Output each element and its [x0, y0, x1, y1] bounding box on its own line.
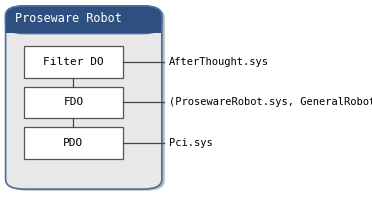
Text: PDO: PDO — [63, 138, 84, 148]
FancyBboxPatch shape — [9, 7, 165, 191]
Bar — [6, 20, 161, 33]
Bar — [24, 46, 123, 78]
Text: Pci.sys: Pci.sys — [169, 138, 213, 148]
Bar — [24, 127, 123, 159]
Text: Filter DO: Filter DO — [43, 57, 104, 67]
Text: FDO: FDO — [63, 98, 84, 107]
FancyBboxPatch shape — [6, 6, 162, 33]
Bar — [24, 87, 123, 118]
FancyBboxPatch shape — [6, 6, 162, 189]
Text: AfterThought.sys: AfterThought.sys — [169, 57, 269, 67]
Text: (ProsewareRobot.sys, GeneralRobot.sys): (ProsewareRobot.sys, GeneralRobot.sys) — [169, 98, 372, 107]
Text: Proseware Robot: Proseware Robot — [15, 12, 122, 25]
